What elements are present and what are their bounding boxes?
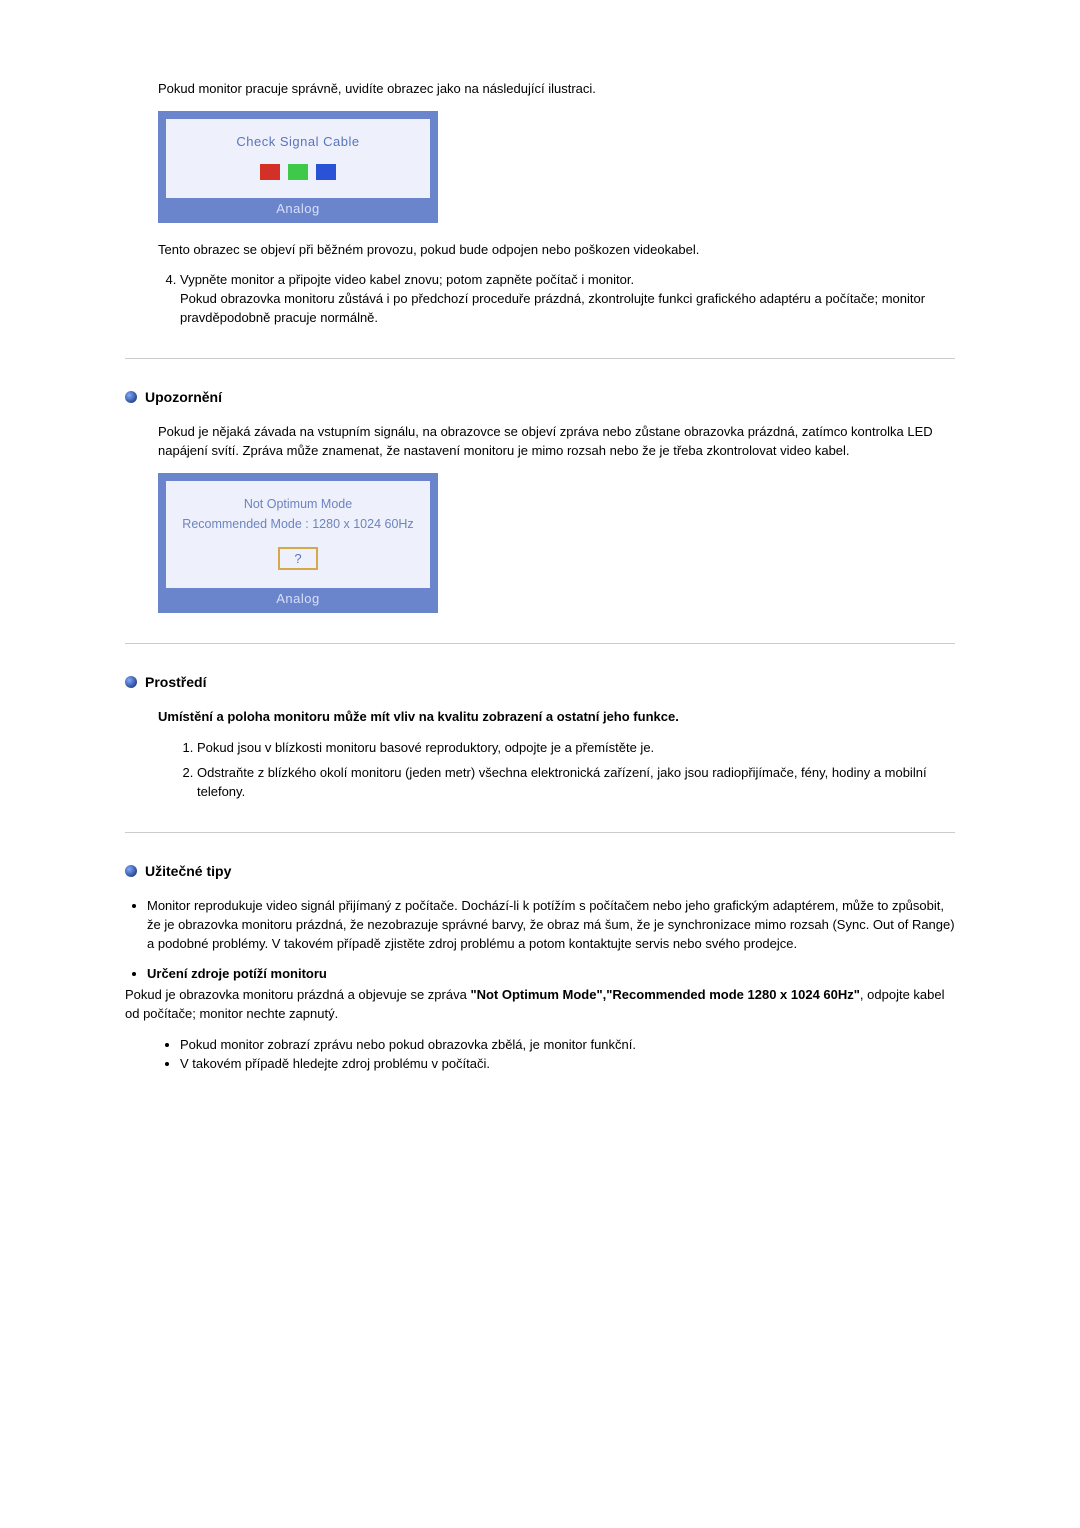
divider-3: [125, 832, 955, 833]
tips-title: Užitečné tipy: [145, 861, 231, 881]
tips-sub-pre: Pokud je obrazovka monitoru prázdná a ob…: [125, 987, 470, 1002]
environment-title: Prostředí: [145, 672, 206, 692]
env-item-1: Pokud jsou v blízkosti monitoru basové r…: [197, 739, 955, 758]
env-item-2: Odstraňte z blízkého okolí monitoru (jed…: [197, 764, 955, 802]
after-monitor1-text: Tento obrazec se objeví při běžném provo…: [158, 241, 955, 260]
document-page: Pokud monitor pracuje správně, uvidíte o…: [0, 0, 1080, 1148]
tips-body: Monitor reprodukuje video signál přijíma…: [147, 897, 955, 954]
tips-inner-list: Pokud monitor zobrazí zprávu nebo pokud …: [125, 1036, 955, 1074]
step-list: Vypněte monitor a připojte video kabel z…: [125, 271, 955, 328]
divider-1: [125, 358, 955, 359]
tips-sub-list: Určení zdroje potíží monitoru: [125, 965, 955, 984]
monitor-illustration-optimum: Not Optimum Mode Recommended Mode : 1280…: [158, 473, 955, 613]
red-square: [260, 164, 280, 180]
environment-heading: Prostředí: [125, 672, 955, 692]
monitor-screen: Check Signal Cable: [166, 119, 430, 198]
tips-sub-para: Pokud je obrazovka monitoru prázdná a ob…: [125, 986, 955, 1024]
question-box: ?: [278, 547, 317, 570]
warning-body: Pokud je nějaká závada na vstupním signá…: [158, 423, 955, 461]
not-optimum-text: Not Optimum Mode: [174, 495, 422, 513]
warning-title: Upozornění: [145, 387, 222, 407]
monitor-footer: Analog: [166, 588, 430, 613]
environment-list: Pokud jsou v blízkosti monitoru basové r…: [125, 739, 955, 802]
tips-heading: Užitečné tipy: [125, 861, 955, 881]
step-4-line1: Vypněte monitor a připojte video kabel z…: [180, 272, 634, 287]
check-signal-text: Check Signal Cable: [174, 133, 422, 152]
divider-2: [125, 643, 955, 644]
tips-inner-2: V takovém případě hledejte zdroj problém…: [180, 1055, 955, 1074]
recommended-mode-text: Recommended Mode : 1280 x 1024 60Hz: [174, 515, 422, 533]
bullet-icon: [125, 391, 137, 403]
bullet-icon: [125, 865, 137, 877]
blue-square: [316, 164, 336, 180]
green-square: [288, 164, 308, 180]
monitor-illustration-check-signal: Check Signal Cable Analog: [158, 111, 955, 223]
step-4: Vypněte monitor a připojte video kabel z…: [180, 271, 955, 328]
tips-sub-heading: Určení zdroje potíží monitoru: [147, 966, 327, 981]
tips-sub-bold: "Not Optimum Mode","Recommended mode 128…: [470, 987, 859, 1002]
rgb-squares: [174, 164, 422, 180]
tips-sub: Určení zdroje potíží monitoru: [147, 965, 955, 984]
monitor-frame: Check Signal Cable Analog: [158, 111, 438, 223]
tips-inner-1: Pokud monitor zobrazí zprávu nebo pokud …: [180, 1036, 955, 1055]
tips-body-list: Monitor reprodukuje video signál přijíma…: [125, 897, 955, 954]
monitor-screen: Not Optimum Mode Recommended Mode : 1280…: [166, 481, 430, 588]
step-4-line2: Pokud obrazovka monitoru zůstává i po př…: [180, 291, 925, 325]
monitor-footer: Analog: [166, 198, 430, 223]
warning-heading: Upozornění: [125, 387, 955, 407]
intro-text: Pokud monitor pracuje správně, uvidíte o…: [158, 80, 955, 99]
bullet-icon: [125, 676, 137, 688]
environment-subtitle: Umístění a poloha monitoru může mít vliv…: [158, 708, 955, 727]
monitor-frame: Not Optimum Mode Recommended Mode : 1280…: [158, 473, 438, 613]
